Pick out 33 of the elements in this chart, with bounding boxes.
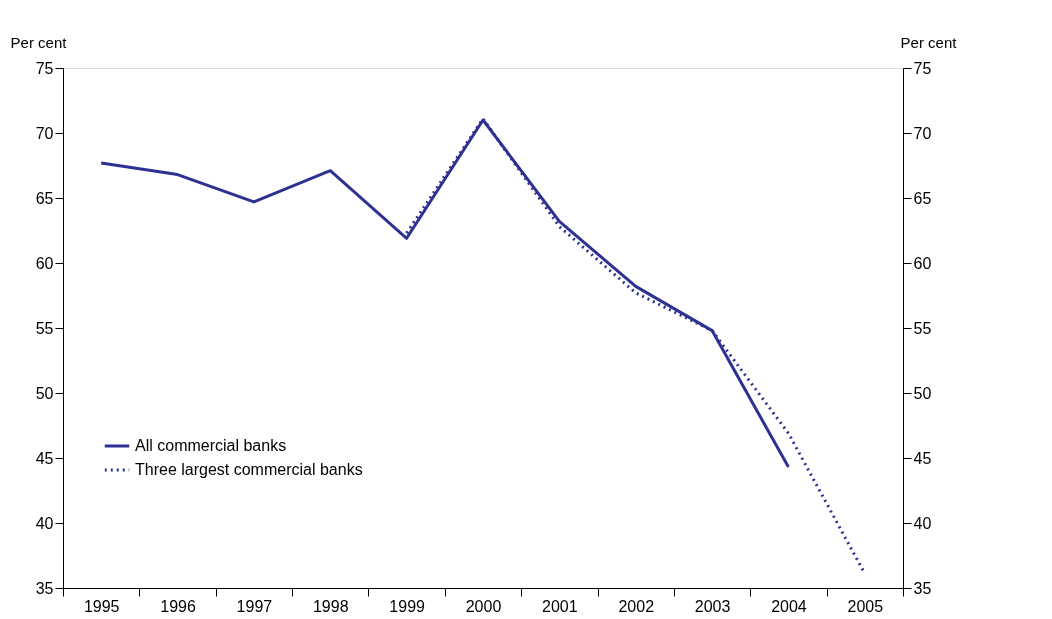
x-tick-label: 2000 — [465, 597, 502, 615]
y-tick-label: 65 — [35, 189, 54, 207]
y-tick-label: 75 — [35, 59, 54, 77]
y2-tick-label: 65 — [913, 189, 932, 207]
y-tick-label: 70 — [35, 124, 54, 142]
x-tick-label: 1998 — [312, 597, 349, 615]
y2-tick-label: 55 — [913, 319, 932, 337]
y-tick-label: 60 — [35, 254, 54, 272]
x-tick-label: 1999 — [389, 597, 426, 615]
x-tick-label: 1995 — [83, 597, 120, 615]
x-tick-label: 2003 — [694, 597, 731, 615]
x-tick-label: 2005 — [847, 597, 884, 615]
y-tick-label: 45 — [35, 449, 54, 467]
x-tick-label: 2001 — [542, 597, 578, 615]
legend-label: Three largest commercial banks — [135, 461, 363, 478]
y-tick-label: 50 — [35, 384, 54, 402]
y2-tick-label: 50 — [913, 384, 932, 402]
y-tick-label: 55 — [35, 319, 54, 337]
x-tick-label: 1997 — [236, 597, 273, 615]
y-tick-label: 35 — [35, 579, 54, 597]
y2-tick-label: 60 — [913, 254, 932, 272]
y2-tick-label: 70 — [913, 124, 932, 142]
x-tick-label: 2002 — [618, 597, 655, 615]
y-axis-title: Per cent — [10, 33, 68, 51]
x-tick-label: 2004 — [771, 597, 807, 615]
y2-axis-title: Per cent — [900, 33, 958, 51]
y2-tick-label: 40 — [913, 514, 932, 532]
x-tick-label: 1996 — [160, 597, 196, 615]
y2-tick-label: 75 — [913, 59, 932, 77]
y2-tick-label: 45 — [913, 449, 932, 467]
legend-label: All commercial banks — [135, 437, 287, 454]
y2-tick-label: 35 — [913, 579, 932, 597]
y-tick-label: 40 — [35, 514, 54, 532]
